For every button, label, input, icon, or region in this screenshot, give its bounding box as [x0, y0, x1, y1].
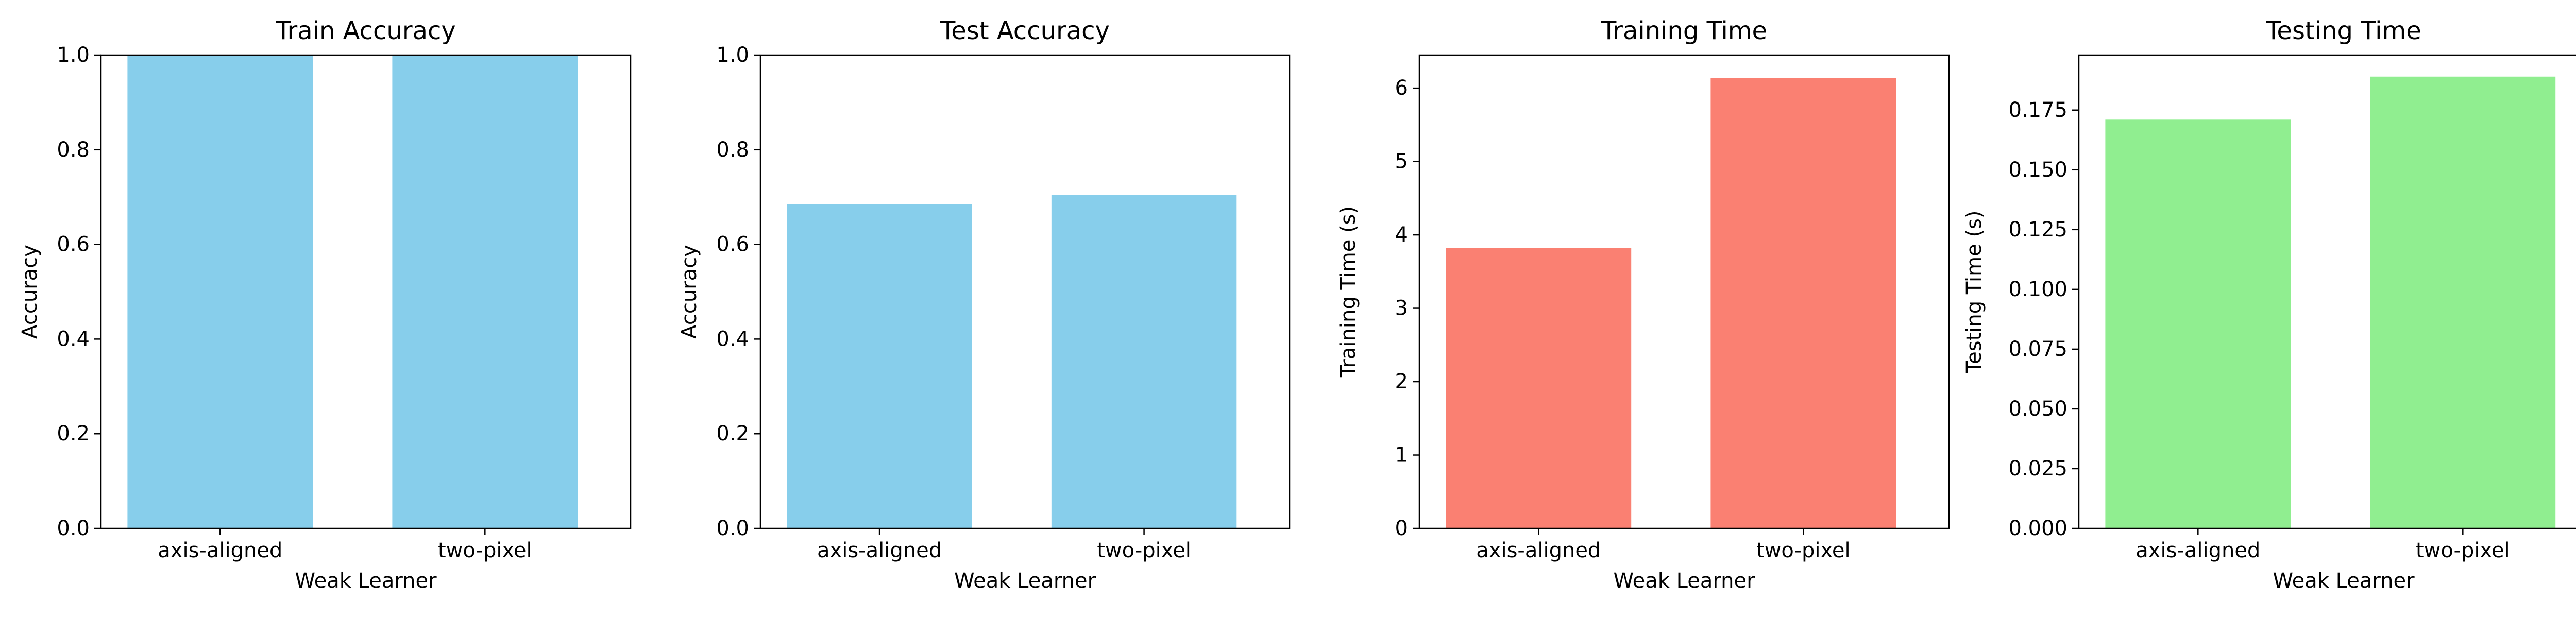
bar-two-pixel — [1051, 195, 1237, 529]
bar-two-pixel — [392, 55, 578, 528]
x-axis-label: Weak Learner — [295, 569, 437, 593]
axes-frame — [100, 54, 632, 529]
x-axis-label: Weak Learner — [1613, 569, 1755, 593]
axes-frame — [759, 54, 1291, 529]
y-tick-label: 1 — [1395, 443, 1408, 467]
bar-axis-aligned — [127, 55, 313, 528]
bar-axis-aligned — [1446, 248, 1632, 529]
bar-axis-aligned — [2105, 119, 2291, 528]
chart-panel-1: 0.0 0.2 0.4 0.6 0.8 1.0 axis-aligned two-pixel T… — [18, 16, 632, 593]
y-tick-label: 0.000 — [2008, 517, 2067, 540]
chart-panel-4: 0.000 0.025 0.050 0.075 0.100 0.125 0.150 0.175… — [1962, 16, 2576, 593]
y-tick-label: 0.2 — [716, 422, 749, 445]
bar-two-pixel — [2370, 76, 2556, 529]
y-tick-label: 0.4 — [716, 327, 749, 351]
y-tick-label: 4 — [1395, 223, 1408, 247]
y-tick-label: 0.175 — [2008, 98, 2067, 122]
chart-panel-3: 0 1 2 3 4 5 6 axis-aligned two-pixel Training Tim… — [1336, 16, 1950, 593]
chart-title: Training Time — [1601, 16, 1767, 45]
x-axis-label: Weak Learner — [954, 569, 1096, 593]
x-tick-label: axis-aligned — [2136, 539, 2260, 562]
y-axis-label: Testing Time (s) — [1962, 211, 1986, 374]
y-axis-label: Training Time (s) — [1336, 206, 1360, 378]
y-tick-label: 1.0 — [716, 43, 749, 67]
y-tick-label: 0.6 — [716, 233, 749, 256]
y-tick-label: 0.100 — [2008, 278, 2067, 301]
chart-title: Test Accuracy — [940, 16, 1110, 45]
y-tick-label: 1.0 — [57, 43, 90, 67]
chart-title: Train Accuracy — [275, 16, 456, 45]
y-tick-label: 0.0 — [57, 517, 90, 540]
chart-title: Testing Time — [2265, 16, 2421, 45]
y-tick-label: 0.125 — [2008, 218, 2067, 242]
y-tick-label: 0.0 — [716, 517, 749, 540]
x-tick-label: two-pixel — [1097, 539, 1191, 562]
y-tick-label: 6 — [1395, 76, 1408, 100]
axes-frame — [2078, 54, 2576, 529]
y-tick-label: 0.6 — [57, 233, 90, 256]
x-tick-label: axis-aligned — [1476, 539, 1601, 562]
x-tick-label: axis-aligned — [158, 539, 282, 562]
x-axis-label: Weak Learner — [2273, 569, 2415, 593]
y-tick-label: 0.025 — [2008, 457, 2067, 480]
y-tick-label: 0.4 — [57, 327, 90, 351]
x-tick-label: two-pixel — [1756, 539, 1851, 562]
x-tick-label: two-pixel — [438, 539, 532, 562]
y-tick-label: 0.2 — [57, 422, 90, 445]
y-tick-label: 0.050 — [2008, 397, 2067, 421]
y-tick-label: 0.8 — [716, 138, 749, 162]
x-tick-label: two-pixel — [2416, 539, 2510, 562]
y-tick-label: 5 — [1395, 150, 1408, 174]
x-tick-label: axis-aligned — [817, 539, 942, 562]
y-axis-label: Accuracy — [677, 245, 701, 339]
y-tick-label: 0.075 — [2008, 337, 2067, 361]
y-tick-label: 3 — [1395, 297, 1408, 320]
chart-panel-2: 0.0 0.2 0.4 0.6 0.8 1.0 axis-aligned two-pixel T… — [677, 16, 1291, 593]
y-tick-label: 0.8 — [57, 138, 90, 162]
y-tick-label: 0 — [1395, 517, 1408, 540]
y-axis-label: Accuracy — [18, 245, 42, 339]
bar-axis-aligned — [787, 204, 972, 528]
bar-two-pixel — [1710, 78, 1896, 528]
y-tick-label: 2 — [1395, 370, 1408, 393]
y-tick-label: 0.150 — [2008, 158, 2067, 182]
axes-frame — [1418, 54, 1950, 529]
